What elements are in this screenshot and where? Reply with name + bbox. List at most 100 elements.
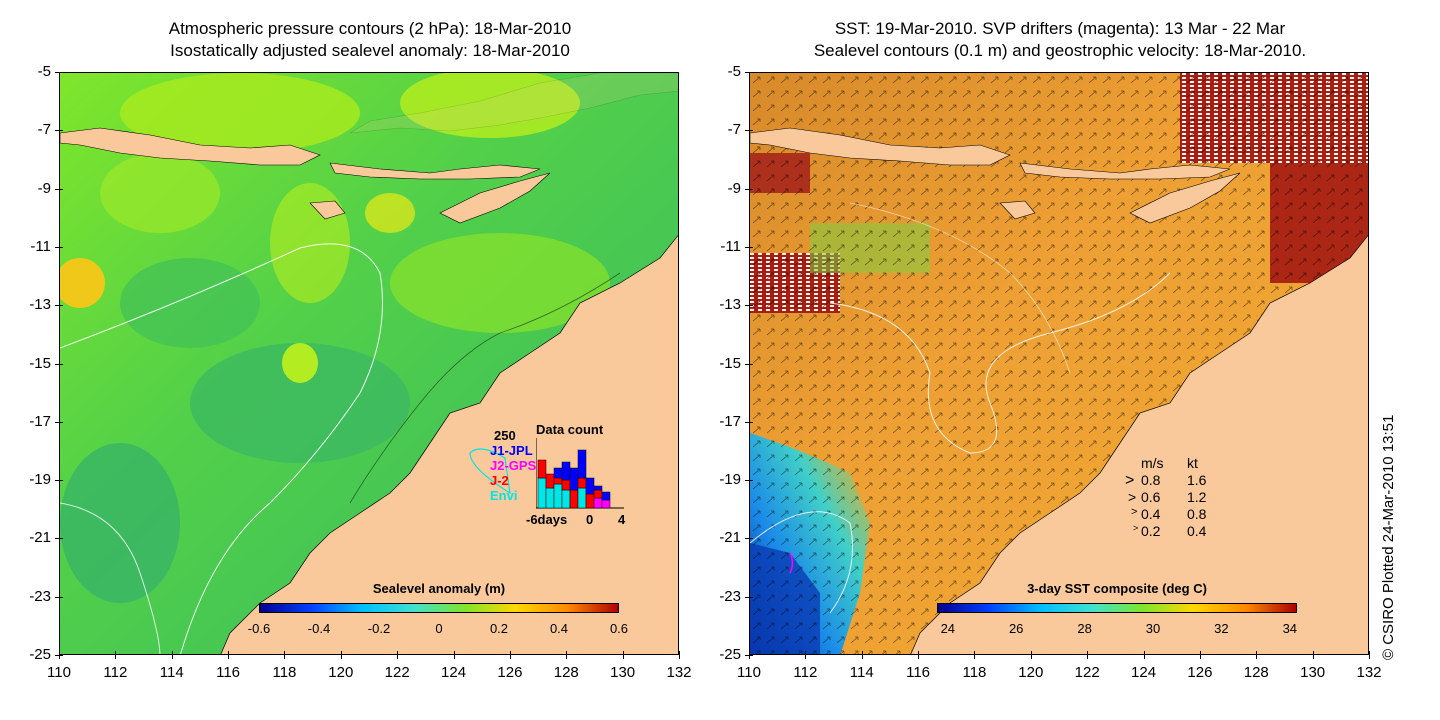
right-title-line2: Sealevel contours (0.1 m) and geostrophi… [813,41,1307,60]
left-lat-tick [55,421,63,423]
right-lon-label: 118 [962,664,987,681]
right-lat-label: -7 [727,121,741,139]
inset-mission-envi: Envi [490,488,518,503]
inset-mission-j2gps: J2-GPS [490,458,537,473]
right-lat-tick [745,246,753,248]
right-lon-label: 124 [1131,664,1157,681]
right-lon-label: 120 [1018,664,1044,681]
right-lon-tick [1199,651,1201,659]
left-colorbar-tick-label: -0.6 [247,621,271,636]
right-lon-tick [1312,651,1314,659]
right-lon-label: 116 [906,664,931,681]
right-colorbar-tick-label: 26 [1008,621,1024,636]
right-lon-label: 110 [737,664,761,681]
right-lon-tick [861,651,863,659]
speed-legend-ms-3: 0.2 [1141,523,1161,539]
left-lon-label: 126 [497,664,523,681]
right-lat-tick [745,421,753,423]
left-lon-tick [453,651,455,659]
inset-title: Data count [536,422,604,437]
left-lat-label: -19 [29,471,51,489]
right-lon-tick [918,651,920,659]
left-lon-label: 116 [216,664,241,681]
left-lon-label: 130 [610,664,636,681]
left-lat-tick [55,480,63,482]
right-lon-tick [1256,651,1258,659]
left-lon-tick [59,651,60,659]
right-lat-label: -13 [719,296,741,314]
left-lon-tick [340,651,342,659]
right-colorbar [937,603,1297,613]
speed-arrow-icon: > [1131,506,1138,518]
left-lon-label: 120 [328,664,354,681]
left-lon-tick [679,651,680,659]
right-lon-tick [1087,651,1089,659]
left-lat-label: -25 [29,646,51,663]
speed-legend-ms-1: 0.6 [1141,489,1161,505]
right-lat-label: -11 [720,237,741,255]
left-lat-tick [55,72,63,73]
right-lon-label: 114 [849,664,874,681]
left-lat-label: -21 [29,529,51,547]
left-colorbar-tick-label: -0.4 [307,621,331,636]
left-lat-label: -11 [30,237,51,255]
right-colorbar-tick-label: 30 [1145,621,1161,636]
right-lon-label: 126 [1187,664,1213,681]
right-lon-tick [1143,651,1145,659]
left-title-line1: Atmospheric pressure contours (2 hPa): 1… [168,19,572,38]
speed-legend-kt-0: 1.6 [1187,472,1207,488]
left-lon-label: 118 [272,664,297,681]
right-lat-label: -15 [719,354,741,372]
right-title-line1: SST: 19-Mar-2010. SVP drifters (magenta)… [834,19,1286,38]
left-lon-tick [509,651,511,659]
left-lon-tick [622,651,624,659]
left-lon-label: 132 [666,664,692,681]
right-lat-tick [745,130,753,132]
speed-legend-header-kt: kt [1187,455,1198,471]
left-colorbar [259,603,619,613]
left-lat-tick [55,130,63,132]
credit-label: © CSIRO Plotted 24-Mar-2010 13:51 [1380,414,1397,660]
right-lat-tick [745,305,753,307]
right-lat-tick [745,538,753,540]
right-lat-label: -25 [719,646,741,663]
left-lon-tick [115,651,117,659]
speed-arrow-icon: > [1133,523,1139,533]
inset-x-left: -6days [526,512,568,527]
right-lat-label: -19 [719,471,741,489]
left-colorbar-tick-label: 0.6 [609,621,629,636]
sealevel-anomaly-map [59,72,679,655]
speed-legend-kt-2: 0.8 [1187,506,1207,522]
inset-max-label: 250 [494,428,516,443]
right-lon-label: 128 [1243,664,1269,681]
inset-x-right: 4 [618,512,626,527]
right-lat-label: -5 [727,63,741,80]
right-colorbar-tick-label: 28 [1077,621,1092,636]
right-lat-label: -9 [727,179,741,197]
left-lon-label: 128 [553,664,579,681]
data-count-inset: 250 Data count J1-JPL J2-GPS J-2 Envi -6… [462,418,632,528]
left-lon-tick [171,651,173,659]
left-lon-tick [566,651,568,659]
left-lat-label: -5 [37,63,51,80]
right-lat-tick [745,480,753,482]
left-title-line2: Isostatically adjusted sealevel anomaly:… [170,41,570,60]
left-lat-tick [55,305,63,307]
right-lon-label: 112 [793,664,818,681]
right-lon-tick [1030,651,1032,659]
speed-legend-ms-0: 0.8 [1141,472,1161,488]
right-lon-tick [974,651,976,659]
right-lat-tick [745,188,753,190]
right-lon-label: 122 [1074,664,1100,681]
left-lon-label: 110 [47,664,71,681]
left-lat-label: -15 [29,354,51,372]
left-lon-tick [284,651,286,659]
speed-legend-ms-2: 0.4 [1141,506,1161,522]
left-colorbar-tick-label: -0.2 [367,621,391,636]
left-lon-tick [228,651,230,659]
speed-legend-kt-3: 0.4 [1187,523,1207,539]
right-lon-tick [749,651,750,659]
right-lat-tick [745,596,753,598]
right-colorbar-tick-label: 34 [1282,621,1298,636]
inset-mission-j1: J1-JPL [490,443,533,458]
